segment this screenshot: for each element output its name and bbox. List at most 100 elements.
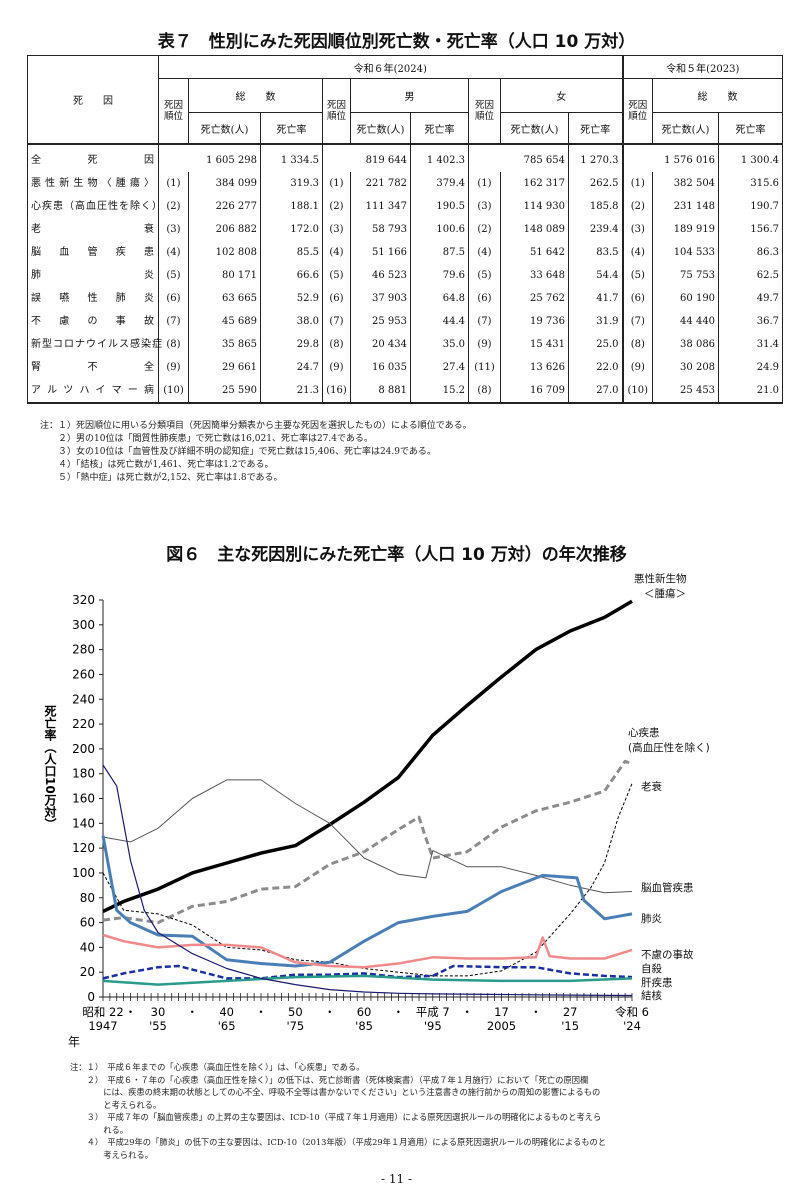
rank-cell: (3) [322,218,351,241]
rank-cell [158,143,189,172]
rank-cell: (4) [322,241,351,264]
series-line-suicide [102,964,633,980]
rank-cell: (16) [322,379,351,404]
cause-name: 腎不全 [27,356,159,379]
rank-cell: (3) [621,218,653,241]
cause-name: 老衰 [27,218,159,241]
legend-suicide: 自殺 [641,962,662,975]
rank-cell: (7) [468,310,501,333]
y-tick-label: 220 [72,717,95,731]
y-tick-label: 120 [72,841,95,855]
x-tick-era-label: ・ [125,1005,137,1019]
deaths-cell: 819 644 [350,143,411,172]
rate-cell: 190.5 [410,195,469,218]
series-line-pneumonia [101,835,633,968]
x-tick-era-label: 昭和 22 [82,1005,123,1019]
legend-pneumonia: 肺炎 [641,913,662,925]
deaths-cell: 16 709 [500,379,569,404]
deaths-cell: 63 665 [188,287,261,310]
deaths-cell: 8 881 [350,379,411,404]
rank-cell: (9) [468,333,501,356]
rate-cell: 239.4 [567,218,624,241]
rate-header: 死亡率 [260,112,323,145]
rate-header: 死亡率 [567,112,624,145]
cause-name: アルツハイマー病 [27,379,159,404]
legend-neoplasm-sub: ＜腫瘍＞ [644,587,686,600]
rank-header: 死因順位 [158,78,189,145]
rate-cell: 188.1 [260,195,323,218]
rate-cell: 379.4 [410,172,469,195]
chart-note: と考えられる。 [70,1099,162,1110]
series-line-tuberculosis [102,764,633,997]
cause-name: 肺炎 [27,264,159,287]
y-tick-label: 300 [72,618,95,632]
x-tick-year-label: '24 [623,1019,641,1033]
table-row: 心疾患（高血圧性を除く） (2) 226 277 188.1 (2) 111 347 190… [27,195,784,218]
chart-note: には、疾患の終末期の状態としての心不全、呼吸不全等は書かないでください」という注… [70,1087,601,1097]
chart-title: 図６ 主な死因別にみた死亡率（人口 10 万対）の年次推移 [166,545,627,565]
deaths-cell: 104 533 [652,241,720,264]
rank-cell: (2) [621,195,653,218]
rate-cell: 262.5 [567,172,624,195]
rank-cell: (4) [621,241,653,264]
legend-neoplasm: 悪性新生物 [634,572,687,585]
rate-cell: 1 300.4 [718,143,784,172]
x-tick-era-label: ・ [255,1005,267,1019]
chart-note: 考えられる。 [70,1149,153,1160]
year-2024-header: 令和６年(2024) [157,55,624,79]
y-tick-label: 100 [72,866,95,880]
x-tick-year-label: 1947 [88,1019,117,1033]
rate-cell: 1 334.5 [260,143,323,172]
deaths-cell: 148 089 [500,218,569,241]
x-tick-era-label: 40 [219,1005,234,1019]
deaths-cell: 111 347 [350,195,411,218]
deaths-cell: 16 035 [350,356,411,379]
rate-cell: 52.9 [260,287,323,310]
rank-cell: (1) [322,172,351,195]
rate-cell: 87.5 [410,241,469,264]
x-tick-year-label: '85 [355,1019,373,1033]
chart-note: ４） 平成29年の「肺炎」の低下の主な要因は、ICD-10（2013年版）（平成… [70,1137,607,1147]
rank-cell: (10) [621,379,653,404]
legend-cerebrovascular: 脳血管疾患 [641,881,694,894]
table-note: ２）男の10位は「間質性肺疾患」で死亡数は16,021、死亡率は27.4である。 [40,434,373,444]
y-tick-label: 140 [72,816,95,830]
female-header: 女 [499,78,624,113]
rank-header: 死因順位 [621,78,654,145]
x-tick-era-label: ・ [187,1005,199,1019]
table-note: 注：１）死因順位に用いる分類項目（死因簡単分類表から主要な死因を選択したもの）に… [40,421,472,431]
year-2023-header: 令和５年(2023) [621,55,784,79]
x-tick-era-label: 60 [357,1005,372,1019]
rate-cell: 29.8 [260,333,323,356]
rank-cell: (8) [322,333,351,356]
rank-cell: (5) [158,264,189,287]
rate-cell: 100.6 [410,218,469,241]
rank-cell: (1) [621,172,653,195]
cause-name: 誤嚥性肺炎 [27,287,159,310]
x-axis-title: 年 [68,1035,80,1049]
chart-note: ２） 平成６・７年の「心疾患（高血圧性を除く）」の低下は、死亡診断書（死体検案書… [70,1074,589,1085]
y-tick-label: 20 [80,965,95,979]
deaths-cell: 37 903 [350,287,411,310]
rank-cell: (3) [158,218,189,241]
rate-cell: 1 270.3 [567,143,624,172]
deaths-cell: 1 605 298 [188,143,261,172]
table-row: 全 死 因 1 605 298 1 334.5 819 644 1 402.3 785 6… [27,143,784,172]
legend-liver: 肝疾患 [641,976,673,989]
x-tick-era-label: ・ [461,1005,473,1019]
x-tick-era-label: 27 [563,1005,578,1019]
deaths-cell: 25 453 [652,379,720,404]
deaths-header: 死亡数(人) [500,112,569,145]
cause-name: 全 死 因 [27,143,159,172]
table-row: 脳血管疾患 (4) 102 808 85.5 (4) 51 166 87.5 (4) 51 64… [27,241,784,264]
rate-cell: 66.6 [260,264,323,287]
rate-cell: 190.7 [718,195,784,218]
table-note: ３）女の10位は「血管性及び詳細不明の認知症」で死亡数は15,406、死亡率は2… [40,447,436,457]
deaths-cell: 206 882 [188,218,261,241]
rank-cell [468,143,501,172]
rate-cell: 24.7 [260,356,323,379]
rate-cell: 27.4 [410,356,469,379]
rank-cell: (7) [322,310,351,333]
series-line-heart [102,759,633,925]
